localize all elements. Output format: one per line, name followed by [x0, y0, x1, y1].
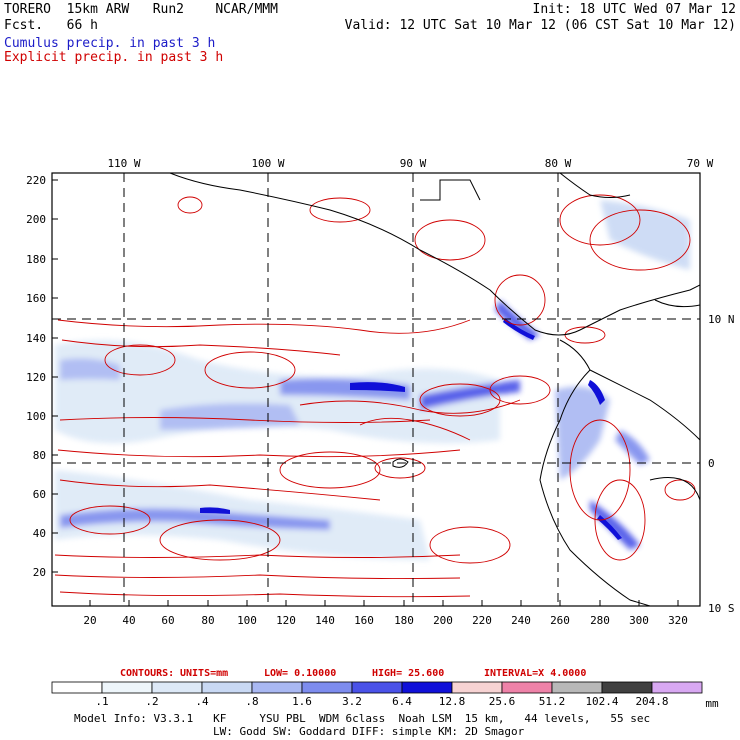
- colorbar-swatch: [251, 681, 303, 694]
- x-tick: 180: [394, 614, 414, 627]
- map-field: [54, 173, 700, 606]
- colorbar-swatch: [451, 681, 503, 694]
- x-tick: 120: [276, 614, 296, 627]
- lon-label: 110 W: [107, 157, 140, 170]
- x-tick: 280: [590, 614, 610, 627]
- valid-time: Valid: 12 UTC Sat 10 Mar 12 (06 CST Sat …: [344, 18, 736, 33]
- colorbar-label: 12.8: [438, 695, 466, 708]
- colorbar-label: .8: [245, 695, 259, 708]
- axis-ticks: [52, 179, 679, 606]
- y-tick-labels: 220 200 180 160 140 120 100 80 60 40 20: [26, 174, 46, 579]
- y-tick: 140: [26, 332, 46, 345]
- colorbar-swatch: [301, 681, 353, 694]
- colorbar-label: 102.4: [585, 695, 619, 708]
- model-info: Model Info: V3.3.1 KF YSU PBL WDM 6class…: [74, 712, 651, 725]
- colorbar-swatch: [351, 681, 403, 694]
- x-tick: 20: [83, 614, 96, 627]
- colorbar-label: .2: [145, 695, 159, 708]
- x-tick: 60: [161, 614, 174, 627]
- lat-label: 10 N: [708, 313, 735, 326]
- y-tick: 120: [26, 371, 46, 384]
- y-tick: 180: [26, 253, 46, 266]
- colorbar-label: 6.4: [392, 695, 412, 708]
- colorbar-swatch: [401, 681, 453, 694]
- lon-label: 100 W: [251, 157, 284, 170]
- x-tick: 300: [629, 614, 649, 627]
- colorbar-swatch: [551, 681, 603, 694]
- y-tick: 100: [26, 410, 46, 423]
- colorbar-label: 25.6: [488, 695, 516, 708]
- y-tick: 80: [33, 449, 46, 462]
- cumulus-legend: Cumulus precip. in past 3 h: [4, 36, 216, 51]
- x-tick: 160: [354, 614, 374, 627]
- x-tick-labels: 20 40 60 80 100 120 140 160 180 200 220 …: [83, 614, 688, 627]
- colorbar-unit: mm: [705, 697, 719, 710]
- forecast-hour: Fcst. 66 h: [4, 18, 98, 33]
- colorbar-label: .1: [95, 695, 109, 708]
- lat-lon-grid: [52, 173, 700, 606]
- colorbar-label: 3.2: [342, 695, 362, 708]
- colorbar-label: 204.8: [635, 695, 669, 708]
- colorbar-label: 51.2: [538, 695, 566, 708]
- color-bar: [51, 681, 703, 694]
- x-tick: 220: [472, 614, 492, 627]
- lat-labels: 10 N 0 10 S: [708, 313, 735, 615]
- contours-low: LOW= 0.10000: [264, 668, 336, 679]
- x-tick: 240: [511, 614, 531, 627]
- x-tick: 260: [550, 614, 570, 627]
- y-tick: 20: [33, 566, 46, 579]
- y-tick: 220: [26, 174, 46, 187]
- physics-info: LW: Godd SW: Goddard DIFF: simple KM: 2D…: [213, 725, 525, 738]
- colorbar-swatch: [201, 681, 253, 694]
- colorbar-label: 1.6: [292, 695, 312, 708]
- contours-label: CONTOURS:: [120, 668, 174, 679]
- contours-high: HIGH= 25.600: [372, 668, 444, 679]
- lon-label: 90 W: [400, 157, 427, 170]
- contours-interval: INTERVAL=X 4.0000: [484, 668, 586, 679]
- init-time: Init: 18 UTC Wed 07 Mar 12: [532, 2, 737, 17]
- colorbar-swatch: [501, 681, 553, 694]
- colorbar-swatch: [101, 681, 153, 694]
- contour-info: CONTOURS: UNITS=mm LOW= 0.10000 HIGH= 25…: [120, 668, 586, 679]
- plot-frame: [51, 172, 701, 607]
- x-tick: 320: [668, 614, 688, 627]
- colorbar-label: .4: [195, 695, 209, 708]
- lat-label: 0: [708, 457, 715, 470]
- x-tick: 200: [433, 614, 453, 627]
- colorbar-swatch: [651, 681, 703, 694]
- colorbar-swatch: [51, 681, 103, 694]
- y-tick: 60: [33, 488, 46, 501]
- x-tick: 40: [122, 614, 135, 627]
- explicit-legend: Explicit precip. in past 3 h: [4, 50, 224, 65]
- lon-label: 80 W: [545, 157, 572, 170]
- x-tick: 80: [201, 614, 214, 627]
- lon-labels: 110 W 100 W 90 W 80 W 70 W: [107, 157, 713, 170]
- x-tick: 140: [315, 614, 335, 627]
- x-tick: 100: [237, 614, 257, 627]
- contours-units: UNITS=mm: [180, 668, 228, 679]
- y-tick: 200: [26, 213, 46, 226]
- y-tick: 160: [26, 292, 46, 305]
- lon-label: 70 W: [687, 157, 714, 170]
- lat-label: 10 S: [708, 602, 735, 615]
- colorbar-swatch: [151, 681, 203, 694]
- colorbar-swatch: [601, 681, 653, 694]
- model-title: TORERO 15km ARW Run2 NCAR/MMM: [4, 2, 278, 17]
- y-tick: 40: [33, 527, 46, 540]
